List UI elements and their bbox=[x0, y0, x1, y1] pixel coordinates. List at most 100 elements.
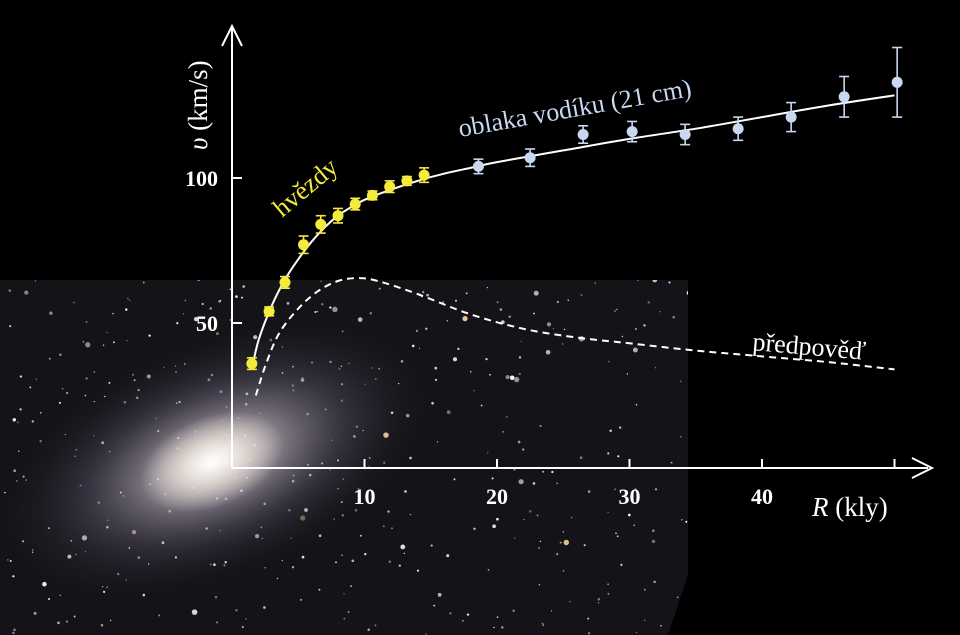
background-star bbox=[480, 404, 483, 407]
background-star bbox=[9, 325, 12, 328]
background-star bbox=[357, 317, 363, 322]
background-star bbox=[454, 299, 458, 302]
background-star bbox=[542, 624, 544, 626]
background-star bbox=[367, 628, 370, 631]
background-star bbox=[580, 294, 583, 297]
background-star bbox=[126, 339, 128, 342]
background-star bbox=[517, 440, 521, 444]
background-star bbox=[518, 356, 522, 359]
background-star bbox=[347, 611, 350, 614]
background-star bbox=[514, 376, 520, 383]
background-star bbox=[654, 367, 657, 369]
background-star bbox=[378, 287, 381, 290]
background-star bbox=[562, 570, 565, 572]
background-star bbox=[523, 518, 525, 521]
background-star bbox=[418, 347, 421, 350]
background-star bbox=[34, 280, 37, 282]
background-star bbox=[563, 328, 566, 331]
stars-annotation: hvězdy bbox=[267, 152, 343, 222]
background-star bbox=[425, 633, 427, 635]
background-star bbox=[430, 544, 433, 547]
background-star bbox=[597, 598, 601, 601]
background-star bbox=[106, 331, 108, 334]
background-star bbox=[538, 583, 541, 586]
background-star bbox=[470, 370, 472, 373]
background-star bbox=[647, 301, 650, 304]
background-star bbox=[569, 601, 571, 603]
background-star bbox=[316, 310, 318, 313]
background-star bbox=[12, 575, 15, 578]
data-point bbox=[401, 175, 413, 187]
background-star bbox=[613, 310, 616, 312]
background-star bbox=[626, 373, 629, 375]
background-star bbox=[617, 455, 620, 458]
background-star bbox=[587, 490, 591, 493]
background-star bbox=[62, 388, 64, 390]
background-star bbox=[73, 615, 76, 618]
background-star bbox=[541, 622, 544, 625]
background-star bbox=[59, 353, 62, 356]
y-tick-label: 100 bbox=[185, 166, 218, 191]
background-star bbox=[546, 322, 552, 327]
background-star bbox=[652, 280, 658, 283]
background-star bbox=[676, 607, 680, 611]
background-star bbox=[209, 307, 212, 310]
background-star bbox=[229, 319, 232, 321]
data-point bbox=[785, 111, 797, 123]
background-star bbox=[93, 371, 96, 373]
background-star bbox=[112, 312, 114, 315]
background-star bbox=[446, 320, 448, 322]
data-point bbox=[418, 169, 430, 181]
background-star bbox=[627, 513, 631, 517]
background-star bbox=[321, 303, 324, 306]
background-star bbox=[466, 613, 470, 616]
background-star bbox=[616, 308, 618, 311]
background-star bbox=[216, 621, 219, 624]
background-star bbox=[65, 620, 69, 623]
background-star bbox=[242, 285, 245, 288]
background-star bbox=[66, 391, 69, 394]
data-point bbox=[626, 126, 638, 138]
background-star bbox=[505, 375, 510, 380]
data-point bbox=[838, 91, 850, 103]
background-star bbox=[653, 580, 656, 584]
background-star bbox=[415, 329, 419, 333]
background-star bbox=[506, 416, 508, 418]
background-star bbox=[19, 375, 23, 378]
background-star bbox=[229, 288, 232, 291]
data-point bbox=[679, 129, 691, 140]
background-star bbox=[35, 378, 38, 380]
background-star bbox=[182, 313, 185, 315]
series-stars bbox=[246, 167, 430, 371]
background-star bbox=[214, 596, 218, 599]
background-star bbox=[301, 555, 305, 559]
background-star bbox=[643, 324, 646, 327]
background-star bbox=[597, 602, 600, 604]
background-star bbox=[374, 624, 377, 627]
background-star bbox=[128, 299, 131, 302]
data-point bbox=[577, 129, 589, 140]
background-star bbox=[403, 552, 406, 555]
background-star bbox=[485, 357, 488, 361]
background-star bbox=[489, 373, 491, 376]
background-star bbox=[462, 620, 464, 622]
background-star bbox=[542, 470, 545, 473]
background-star bbox=[681, 519, 683, 521]
background-star bbox=[29, 386, 32, 389]
background-star bbox=[609, 429, 612, 433]
background-star bbox=[351, 559, 355, 563]
background-star bbox=[240, 296, 244, 299]
background-star bbox=[536, 514, 539, 517]
background-star bbox=[522, 448, 525, 451]
background-star bbox=[492, 524, 496, 529]
background-star bbox=[562, 531, 565, 533]
background-star bbox=[12, 418, 17, 422]
background-star bbox=[85, 320, 88, 323]
background-star bbox=[635, 403, 638, 406]
background-star bbox=[499, 308, 503, 311]
background-star bbox=[17, 421, 19, 424]
background-star bbox=[364, 552, 367, 556]
background-star bbox=[400, 544, 406, 550]
background-star bbox=[473, 527, 476, 531]
